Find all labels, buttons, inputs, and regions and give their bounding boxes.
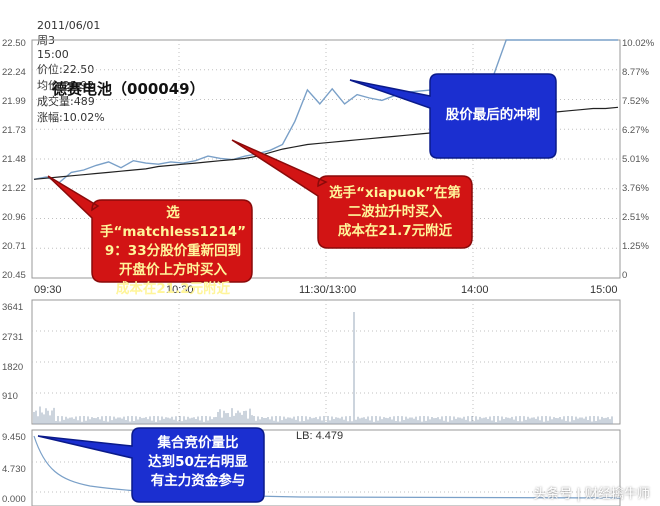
time-tick: 10:30 [166, 284, 194, 296]
header-date: 2011/06/01 [37, 19, 101, 32]
callout-line: 成本在21.7元附近 [337, 223, 453, 239]
volume-tick: 2731 [2, 332, 24, 343]
header-price: 价位:22.50 [37, 63, 95, 76]
callout-final-surge-text: 股价最后的冲刺 [445, 107, 541, 123]
pct-tick: 5.01% [622, 154, 649, 165]
lb-panel-frame [31, 429, 621, 506]
volume-tick: 3641 [2, 302, 24, 313]
price-tick: 20.71 [2, 241, 26, 252]
pct-tick: 3.76% [622, 183, 649, 194]
price-tick: 22.24 [2, 67, 26, 78]
time-tick: 14:00 [461, 284, 489, 296]
callout-line: 开盘价上方时买入 [119, 262, 227, 278]
pct-tick: 8.77% [622, 67, 649, 78]
header-avg: 均价:21.92 [37, 79, 95, 92]
callout-line: 有主力资金参与 [150, 473, 246, 489]
volume-bars [33, 312, 613, 424]
callout-line: 集合竞价量比 [157, 435, 239, 451]
header-time: 15:00 [37, 48, 69, 61]
header-change: 涨幅:10.02% [37, 111, 105, 124]
watermark: 头条号 | 财经擒牛师 [533, 487, 650, 502]
header-volume: 成交量:489 [37, 95, 95, 108]
price-tick: 21.99 [2, 96, 26, 107]
price-tick: 21.48 [2, 154, 26, 165]
callout-player1-text: 选手“matchless1214” 9：33分股价重新回到 开盘价上方时买入 成… [96, 204, 250, 299]
pct-tick: 10.02% [622, 38, 655, 49]
lb-value-label: LB: 4.479 [296, 430, 344, 442]
callout-player2-text: 选手“xiapuok”在第 二波拉升时买入 成本在21.7元附近 [320, 184, 470, 241]
lb-grid [32, 461, 620, 493]
price-line [33, 39, 618, 184]
lb-tick: 9.450 [2, 432, 26, 443]
quote-header: 2011/06/01 周3 15:00 价位:22.50 均价:21.92 成交… [30, 6, 105, 125]
lb-tick: 0.000 [2, 494, 26, 505]
callout-line: 选手“matchless1214” [100, 205, 246, 240]
price-tick: 20.96 [2, 212, 26, 223]
volume-grid [32, 300, 620, 424]
callout-line: 达到50左右明显 [148, 454, 248, 470]
pct-tick: 6.27% [622, 125, 649, 136]
volume-tick: 1820 [2, 362, 24, 373]
lb-tick: 4.730 [2, 464, 26, 475]
callout-auction-text: 集合竞价量比 达到50左右明显 有主力资金参与 [134, 434, 262, 491]
pct-tick: 2.51% [622, 212, 649, 223]
callout-line: 9：33分股价重新回到 [104, 243, 242, 259]
callout-line: 二波拉升时买入 [347, 204, 443, 220]
time-tick: 09:30 [34, 284, 62, 296]
callout-line: 成本在21.2元附近 [115, 281, 231, 297]
volume-tick: 910 [2, 391, 18, 402]
pct-tick: 7.52% [622, 96, 649, 107]
time-tick: 15:00 [590, 284, 618, 296]
price-tick: 21.73 [2, 125, 26, 136]
pct-tick: 1.25% [622, 241, 649, 252]
price-tick: 20.45 [2, 270, 26, 281]
callout-line: 选手“xiapuok”在第 [329, 185, 461, 201]
time-tick: 11:30/13:00 [299, 284, 357, 296]
stock-title: 德赛电池（000049） [52, 80, 205, 98]
price-tick: 21.22 [2, 183, 26, 194]
pct-tick: 0 [622, 270, 628, 281]
price-tick: 22.50 [2, 38, 26, 49]
